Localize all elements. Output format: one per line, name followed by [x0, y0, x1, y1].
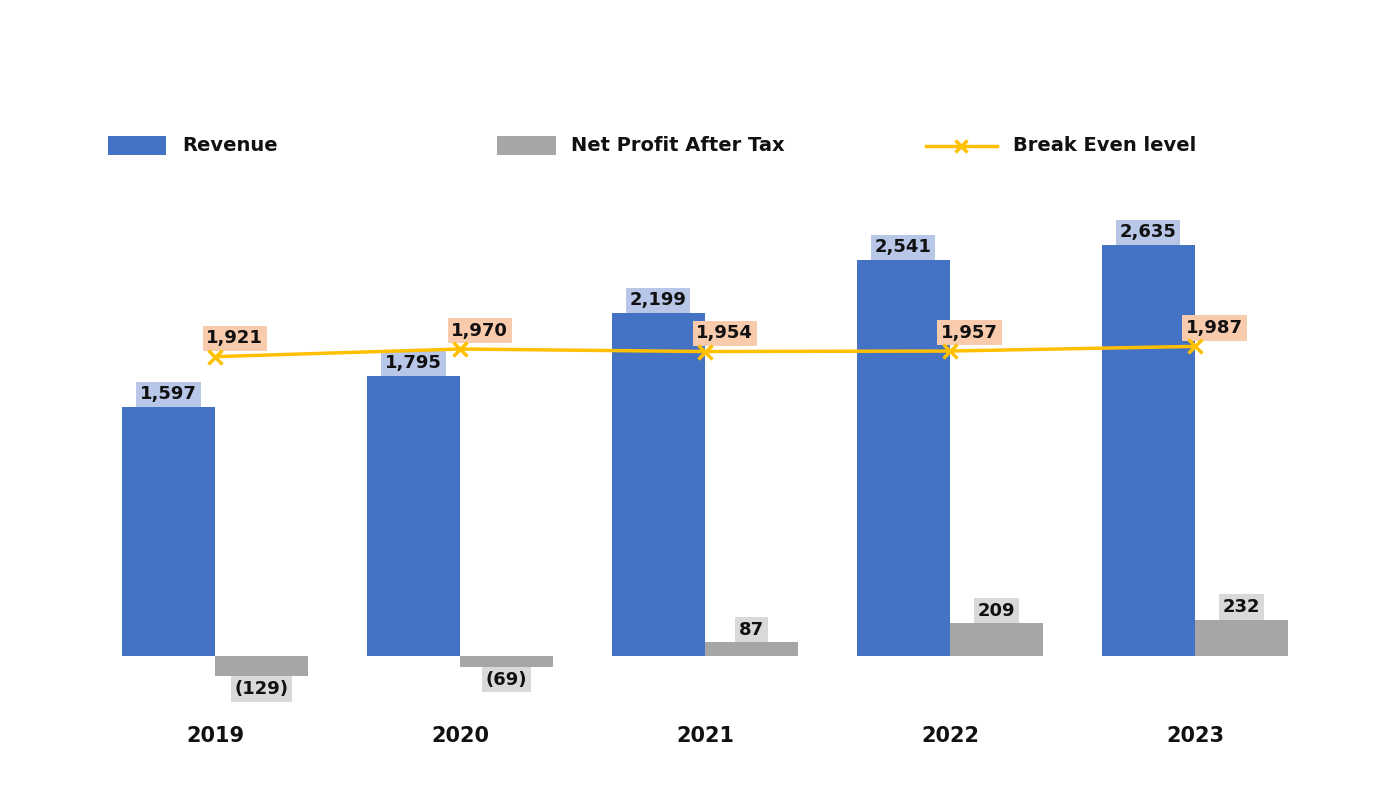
Bar	[1195, 620, 1289, 656]
Text: 1,921: 1,921	[207, 329, 262, 347]
Text: Net Profit After Tax: Net Profit After Tax	[571, 136, 785, 155]
Bar	[857, 260, 949, 656]
Text: 1,957: 1,957	[941, 324, 998, 342]
Text: 232: 232	[1223, 598, 1261, 616]
Text: 2,635: 2,635	[1120, 223, 1177, 241]
FancyBboxPatch shape	[497, 136, 556, 156]
Text: 1,954: 1,954	[697, 324, 752, 342]
Bar	[1101, 245, 1195, 656]
Bar	[367, 376, 461, 656]
Text: 2,541: 2,541	[875, 238, 933, 256]
Text: Revenue: Revenue	[181, 136, 278, 155]
Text: (69): (69)	[486, 670, 528, 689]
Bar	[121, 407, 215, 656]
Text: 1,597: 1,597	[140, 385, 197, 403]
Bar	[461, 656, 553, 667]
Text: 1,795: 1,795	[385, 354, 443, 373]
Text: (129): (129)	[235, 680, 289, 698]
Text: Break Even level: Break Even level	[1012, 136, 1196, 155]
FancyBboxPatch shape	[107, 136, 166, 156]
Bar	[215, 656, 309, 676]
Text: 1,970: 1,970	[451, 321, 508, 340]
Text: 209: 209	[977, 601, 1015, 619]
Bar	[611, 314, 705, 656]
Bar	[949, 623, 1043, 656]
Bar	[705, 642, 799, 656]
Text: 2,199: 2,199	[630, 292, 687, 310]
Text: 1,987: 1,987	[1187, 319, 1242, 337]
Text: 87: 87	[738, 621, 764, 638]
Text: Break Even Chart ($’000): Break Even Chart ($’000)	[489, 84, 921, 112]
